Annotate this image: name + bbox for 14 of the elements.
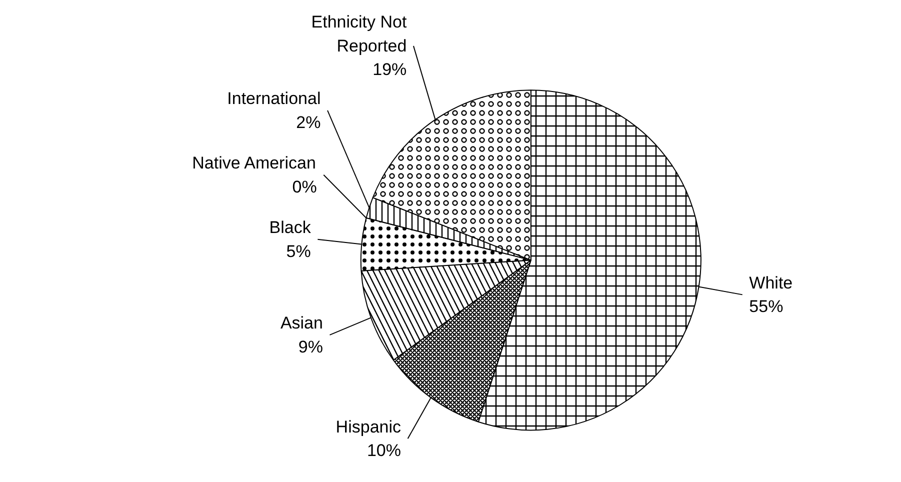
slice-label: Ethnicity Not Reported [311, 12, 407, 56]
slice-label: Asian [280, 314, 323, 333]
data-label: 55% [749, 297, 784, 316]
slice-label: International [227, 89, 321, 108]
slice-label: White [749, 273, 793, 292]
text: 0% [292, 177, 317, 196]
slice-label: Hispanic [336, 417, 402, 436]
slice-label: Black [269, 218, 312, 238]
data-label: 5% [286, 242, 311, 261]
data-label: 10% [366, 441, 402, 460]
data-label: 9% [298, 337, 323, 356]
data-label: 19% [372, 60, 407, 80]
category-label: Native American [192, 154, 316, 173]
data-label: 2% [296, 112, 321, 132]
